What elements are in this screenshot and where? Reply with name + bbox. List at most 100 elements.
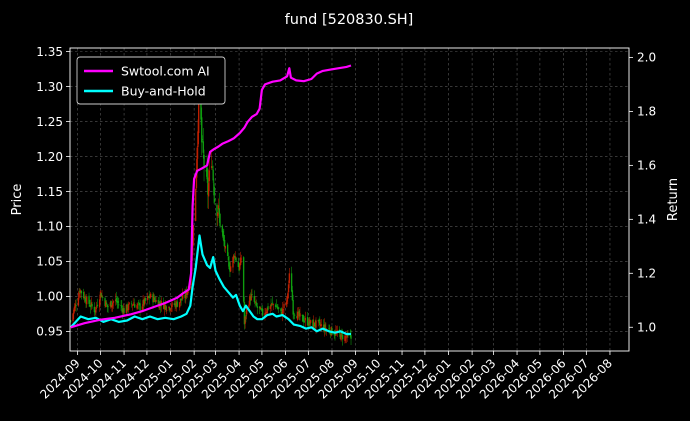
candle-body: [312, 319, 314, 328]
candle-body: [99, 299, 101, 308]
candle-body: [276, 305, 278, 309]
candle-body: [117, 300, 119, 304]
candle-body: [238, 265, 240, 271]
candle-body: [78, 292, 80, 298]
y-left-tick-label: 1.05: [36, 255, 63, 269]
candle-body: [196, 147, 198, 170]
candle-body: [297, 311, 299, 320]
candle-body: [171, 302, 173, 307]
candle-body: [313, 321, 315, 329]
candle-body: [192, 225, 195, 246]
candle-body: [150, 293, 152, 298]
candle-body: [266, 307, 268, 313]
candle-body: [137, 303, 139, 306]
candle-body: [315, 320, 317, 328]
candle-body: [217, 213, 219, 216]
legend-box: [76, 56, 226, 105]
candle-body: [242, 257, 245, 302]
candle-body: [86, 296, 88, 305]
candle-body: [221, 225, 224, 233]
candle-body: [250, 294, 252, 301]
candle-body: [281, 308, 284, 316]
candle-body: [127, 308, 129, 310]
candle-body: [107, 306, 109, 308]
candle-body: [228, 261, 230, 270]
candle-body: [180, 298, 182, 301]
candle-body: [255, 301, 257, 303]
candle-body: [88, 295, 90, 304]
candle-body: [163, 304, 166, 310]
candle-body: [320, 324, 323, 326]
y-left-tick-label: 1.35: [36, 45, 63, 59]
candle-body: [207, 177, 209, 195]
candle-body: [261, 308, 264, 316]
candle-body: [249, 296, 252, 301]
y-left-tick-label: 1.10: [36, 220, 63, 234]
candle-body: [239, 257, 242, 266]
candle-body: [277, 307, 280, 309]
strategy-line: [70, 64, 352, 329]
candle-body: [212, 169, 214, 181]
candle-body: [73, 306, 76, 312]
candle-body: [323, 324, 326, 332]
candle-body: [104, 298, 106, 306]
candle-body: [89, 305, 92, 308]
candle-body: [214, 198, 216, 202]
legend: Swtool.com AI Buy-and-Hold: [76, 56, 226, 105]
candle-body: [218, 208, 220, 214]
candle-body: [70, 320, 72, 322]
candle-body: [159, 301, 161, 304]
candle-body: [301, 314, 303, 316]
candle-body: [303, 320, 305, 323]
candle-body: [291, 290, 294, 301]
candle-body: [280, 308, 282, 312]
candle-body: [244, 316, 246, 324]
candle-body: [296, 316, 298, 319]
candle-body: [277, 307, 279, 309]
candle-body: [74, 303, 77, 308]
candle-body: [243, 301, 246, 325]
candle-body: [234, 256, 236, 258]
candle-body: [261, 308, 263, 310]
candle-body: [118, 304, 120, 306]
candle-body: [178, 302, 181, 308]
candle-body: [299, 313, 301, 317]
y-right-tick-label: 1.6: [637, 159, 656, 173]
candle-body: [251, 294, 253, 295]
candle-body: [290, 273, 293, 292]
y-axis-right: 1.0 1.2 1.4 1.6 1.8 2.0: [629, 51, 656, 335]
candle-body: [142, 300, 144, 306]
candle-body: [287, 293, 289, 299]
candle-body: [293, 313, 295, 314]
candle-body: [265, 311, 268, 314]
candle-body: [144, 297, 147, 301]
candle-body: [314, 325, 316, 327]
candle-body: [304, 317, 307, 321]
candle-body: [349, 335, 351, 336]
candle-body: [307, 324, 310, 326]
candle-body: [111, 305, 113, 308]
candle-body: [154, 299, 156, 303]
candle-body: [115, 297, 118, 303]
candle-body: [346, 333, 348, 338]
candle-body: [275, 305, 278, 307]
candle-body: [95, 305, 98, 307]
candle-body: [125, 304, 128, 313]
candle-body: [83, 291, 85, 299]
y-right-tick-label: 1.8: [637, 105, 656, 119]
candle-body: [256, 306, 259, 308]
candle-body: [159, 305, 162, 307]
candle-body: [340, 332, 342, 341]
y-left-tick-label: 1.20: [36, 150, 63, 164]
candle-body: [253, 295, 256, 302]
candle-body: [347, 335, 349, 337]
candle-body: [80, 290, 83, 294]
candle-body: [84, 297, 86, 302]
candle-body: [319, 322, 321, 326]
candle-body: [122, 308, 125, 314]
candle-body: [260, 308, 262, 310]
candle-body: [208, 170, 211, 182]
candle-body: [127, 303, 130, 310]
candle-body: [75, 305, 77, 307]
y-left-tick-label: 0.95: [36, 325, 63, 339]
